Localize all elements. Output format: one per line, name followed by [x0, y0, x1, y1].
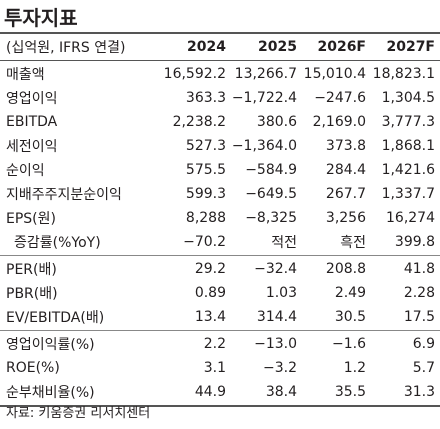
cell: −70.2	[183, 234, 226, 250]
cell: 2.49	[334, 285, 366, 301]
row-label: 순부채비율(%)	[6, 385, 95, 401]
cell: −13.0	[254, 336, 297, 352]
cell: 16,592.2	[163, 66, 226, 82]
cell: −1,364.0	[231, 138, 297, 154]
row-group: PER(배) 29.2 −32.4 208.8 41.8 PBR(배) 0.89 1.03 2.…	[0, 256, 440, 331]
cell: 373.8	[325, 138, 366, 154]
cell: 1.2	[343, 360, 366, 376]
cell: 1.03	[265, 285, 297, 301]
table-row: 순이익 575.5 −584.9 284.4 1,421.6	[0, 158, 440, 182]
cell: −32.4	[254, 261, 297, 277]
cell: 18,823.1	[372, 66, 435, 82]
cell: 30.5	[334, 309, 366, 325]
cell: 35.5	[334, 384, 366, 400]
row-label: 증감률(%YoY)	[14, 235, 101, 251]
cell: 5.7	[412, 360, 435, 376]
table-row: 증감률(%YoY) −70.2 적전 흑전 399.8	[0, 230, 440, 254]
cell: 0.89	[194, 285, 226, 301]
cell: 2,169.0	[312, 114, 366, 130]
row-label: EV/EBITDA(배)	[6, 310, 105, 326]
table-row: EV/EBITDA(배) 13.4 314.4 30.5 17.5	[0, 305, 440, 329]
cell: 41.8	[403, 261, 435, 277]
cell: −3.2	[263, 360, 297, 376]
cell: 527.3	[185, 138, 226, 154]
cell: −1,722.4	[231, 90, 297, 106]
table-row: EBITDA 2,238.2 380.6 2,169.0 3,777.3	[0, 110, 440, 134]
cell: 1,304.5	[381, 90, 435, 106]
cell: 363.3	[185, 90, 226, 106]
table-row: EPS(원) 8,288 −8,325 3,256 16,274	[0, 206, 440, 230]
cell: −1.6	[332, 336, 366, 352]
cell: 13.4	[194, 309, 226, 325]
cell: 3,777.3	[381, 114, 435, 130]
row-label: EBITDA	[6, 114, 58, 130]
row-label: (십억원, IFRS 연결)	[6, 40, 126, 56]
cell: 16,274	[386, 210, 435, 226]
cell: −649.5	[245, 186, 297, 202]
cell: 13,266.7	[234, 66, 297, 82]
cell: −8,325	[245, 210, 297, 226]
cell: 2.2	[203, 336, 226, 352]
cell: 2.28	[403, 285, 435, 301]
cell: 208.8	[325, 261, 366, 277]
row-label: 지배주주지분순이익	[6, 187, 122, 203]
cell: 314.4	[256, 309, 297, 325]
row-label: 영업이익률(%)	[6, 337, 95, 353]
cell: 8,288	[185, 210, 226, 226]
cell: −247.6	[314, 90, 366, 106]
table-row: 지배주주지분순이익 599.3 −649.5 267.7 1,337.7	[0, 182, 440, 206]
cell: 15,010.4	[303, 66, 366, 82]
cell: 적전	[271, 235, 297, 251]
row-label: PBR(배)	[6, 286, 58, 302]
source: 자료: 키움증권 리서치센터	[6, 406, 151, 421]
header-row: (십억원, IFRS 연결) 2024 2025 2026F 2027F	[0, 32, 440, 61]
row-label: 순이익	[6, 163, 45, 179]
row-group: 영업이익률(%) 2.2 −13.0 −1.6 6.9 ROE(%) 3.1 −3.2 1.2 5…	[0, 331, 440, 407]
table-row: 세전이익 527.3 −1,364.0 373.8 1,868.1	[0, 134, 440, 158]
table-row: 영업이익 363.3 −1,722.4 −247.6 1,304.5	[0, 86, 440, 110]
cell: 380.6	[256, 114, 297, 130]
row-label: ROE(%)	[6, 360, 60, 376]
cell: 29.2	[194, 261, 226, 277]
table: (십억원, IFRS 연결) 2024 2025 2026F 2027F 매출액 16,59…	[0, 32, 440, 407]
cell: −584.9	[245, 162, 297, 178]
cell: 3.1	[203, 360, 226, 376]
cell: 2024	[187, 39, 226, 55]
cell: 267.7	[325, 186, 366, 202]
table-row: PER(배) 29.2 −32.4 208.8 41.8	[0, 257, 440, 281]
table-row: 순부채비율(%) 44.9 38.4 35.5 31.3	[0, 380, 440, 404]
row-label: EPS(원)	[6, 211, 56, 227]
row-group: 매출액 16,592.2 13,266.7 15,010.4 18,823.1 영업이익 3…	[0, 61, 440, 256]
cell: 흑전	[340, 235, 366, 251]
cell: 44.9	[194, 384, 226, 400]
table-row: 영업이익률(%) 2.2 −13.0 −1.6 6.9	[0, 332, 440, 356]
row-label: 매출액	[6, 67, 45, 83]
cell: 2025	[258, 39, 297, 55]
table-row: PBR(배) 0.89 1.03 2.49 2.28	[0, 281, 440, 305]
cell: 1,421.6	[381, 162, 435, 178]
cell: 38.4	[265, 384, 297, 400]
cell: 2026F	[317, 39, 366, 55]
cell: 3,256	[325, 210, 366, 226]
table-row: 매출액 16,592.2 13,266.7 15,010.4 18,823.1	[0, 62, 440, 86]
cell: 17.5	[403, 309, 435, 325]
row-label: PER(배)	[6, 262, 57, 278]
cell: 575.5	[185, 162, 226, 178]
title: 투자지표	[4, 6, 78, 30]
row-label: 영업이익	[6, 91, 58, 107]
cell: 1,337.7	[381, 186, 435, 202]
table-row: ROE(%) 3.1 −3.2 1.2 5.7	[0, 356, 440, 380]
cell: 31.3	[403, 384, 435, 400]
cell: 284.4	[325, 162, 366, 178]
cell: 6.9	[412, 336, 435, 352]
cell: 399.8	[394, 234, 435, 250]
cell: 599.3	[185, 186, 226, 202]
cell: 1,868.1	[381, 138, 435, 154]
row-label: 세전이익	[6, 139, 58, 155]
cell: 2027F	[386, 39, 435, 55]
cell: 2,238.2	[172, 114, 226, 130]
